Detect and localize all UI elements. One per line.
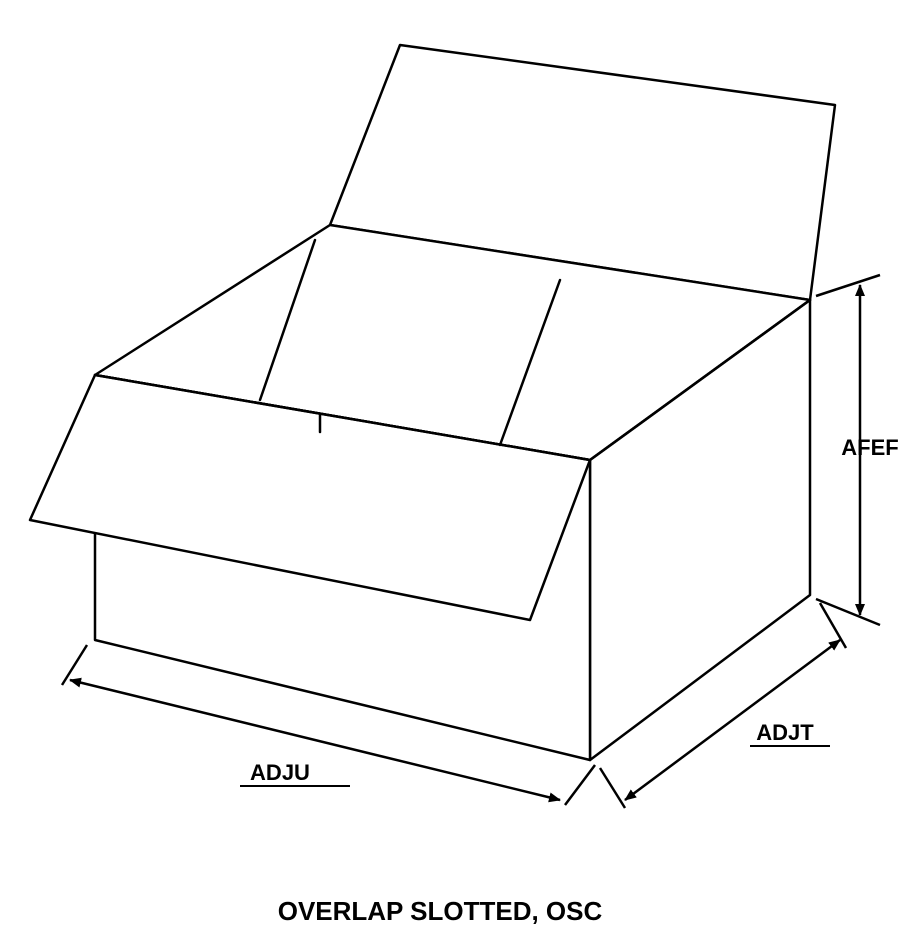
dim-label-height: AFEF bbox=[841, 435, 898, 460]
dim-tick bbox=[62, 645, 87, 685]
diagram-caption: OVERLAP SLOTTED, OSC bbox=[278, 896, 603, 926]
dim-tick bbox=[565, 765, 595, 805]
dim-label-width: ADJT bbox=[756, 720, 814, 745]
dim-tick bbox=[816, 275, 880, 296]
dim-label-length: ADJU bbox=[250, 760, 310, 785]
dim-tick bbox=[600, 768, 625, 808]
